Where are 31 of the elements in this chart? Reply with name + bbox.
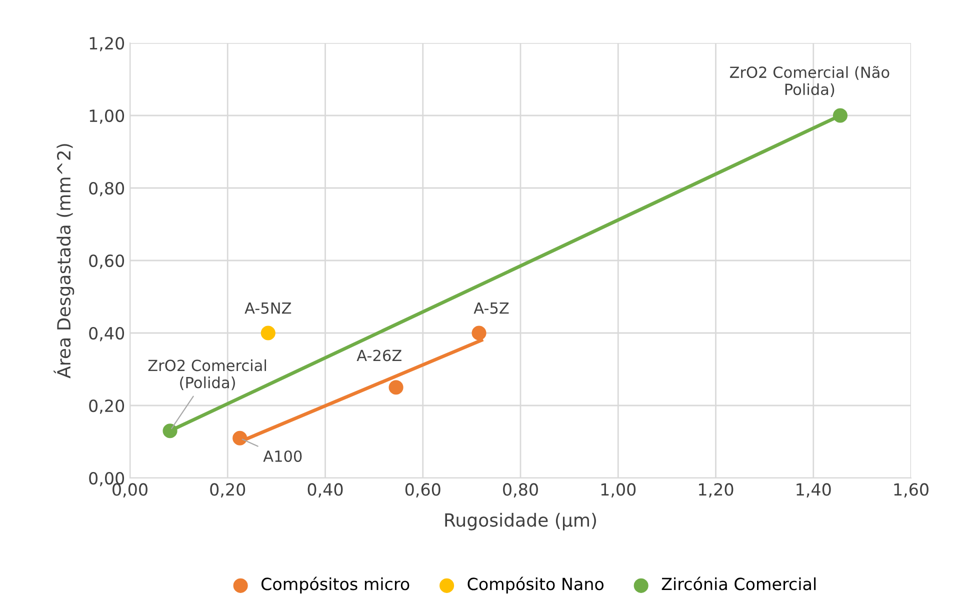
y-axis-title: Área Desgastada (mm^2) xyxy=(54,144,74,378)
point xyxy=(162,424,178,438)
x-tick-label: 0,60 xyxy=(405,483,440,498)
legend-label: Zircónia Comercial xyxy=(662,576,816,590)
x-tick-label: 0,40 xyxy=(308,483,343,498)
annotation: A-5NZ xyxy=(244,302,292,314)
y-tick-label: 0,60 xyxy=(89,254,124,269)
y-tick-label: 0,40 xyxy=(89,326,124,342)
y-tick-label: 1,00 xyxy=(90,109,124,124)
y-tick-label: 0,20 xyxy=(89,399,124,414)
x-tick-label: 1,60 xyxy=(894,483,928,498)
legend-label: Compósito Nano xyxy=(468,576,604,594)
y-tick-label: 0,80 xyxy=(89,182,124,196)
point xyxy=(260,326,276,340)
x-tick-label: 0,20 xyxy=(210,483,246,498)
annotation: A-5Z xyxy=(474,302,509,314)
x-tick-label: 1,40 xyxy=(796,483,831,498)
annotation: A-26Z xyxy=(356,350,402,362)
point xyxy=(388,380,404,395)
x-tick-label: 1,20 xyxy=(699,483,734,498)
x-tick-label: 1,00 xyxy=(601,483,636,498)
point xyxy=(832,108,848,123)
point xyxy=(472,326,486,340)
annotation: A100 xyxy=(263,450,302,462)
annotation: ZrO2 Comercial (Não Polida) xyxy=(730,66,890,97)
point xyxy=(232,430,248,446)
y-tick-label: 1,20 xyxy=(90,36,124,52)
x-axis-title: Rugosidade (µm) xyxy=(445,512,596,530)
x-tick-label: 0,80 xyxy=(503,483,538,498)
legend-label: Compósitos micro xyxy=(261,576,410,594)
annotation: ZrO2 Comercial (Polida) xyxy=(148,359,266,390)
